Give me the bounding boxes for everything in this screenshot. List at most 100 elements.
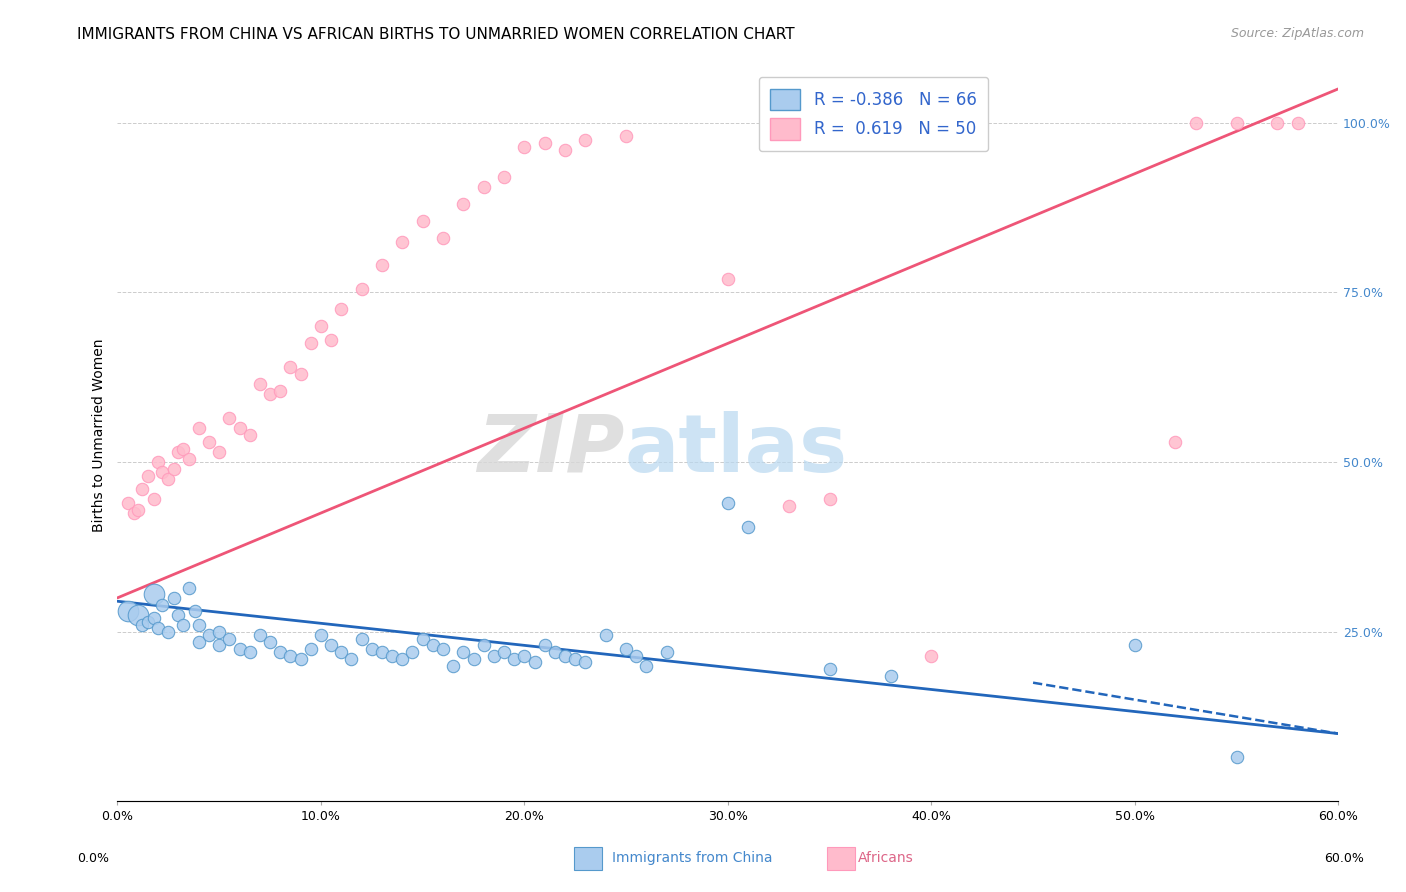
Point: [177, 581, 200, 595]
Point: [122, 506, 145, 520]
Point: [163, 591, 186, 605]
Point: [381, 648, 404, 663]
Point: [187, 618, 209, 632]
Point: [239, 428, 262, 442]
Text: Source: ZipAtlas.com: Source: ZipAtlas.com: [1230, 27, 1364, 40]
Point: [360, 641, 382, 656]
Point: [391, 652, 413, 666]
Point: [198, 628, 221, 642]
Text: 60.0%: 60.0%: [1324, 852, 1364, 864]
Point: [208, 624, 231, 639]
Text: Africans: Africans: [858, 851, 914, 865]
Point: [131, 618, 153, 632]
Point: [818, 662, 841, 676]
Point: [319, 639, 342, 653]
Point: [717, 272, 740, 286]
Point: [1225, 750, 1247, 764]
Point: [157, 472, 180, 486]
Point: [136, 615, 159, 629]
Point: [198, 434, 221, 449]
Point: [167, 607, 190, 622]
Point: [564, 652, 586, 666]
Point: [350, 632, 373, 646]
Text: IMMIGRANTS FROM CHINA VS AFRICAN BIRTHS TO UNMARRIED WOMEN CORRELATION CHART: IMMIGRANTS FROM CHINA VS AFRICAN BIRTHS …: [77, 27, 794, 42]
Point: [1185, 116, 1208, 130]
Point: [879, 669, 901, 683]
Point: [350, 282, 373, 296]
Point: [513, 648, 536, 663]
Point: [259, 387, 281, 401]
Point: [249, 377, 271, 392]
Point: [319, 333, 342, 347]
Point: [290, 367, 312, 381]
Point: [482, 648, 505, 663]
Point: [513, 139, 536, 153]
Point: [330, 645, 353, 659]
Point: [157, 624, 180, 639]
Point: [737, 519, 759, 533]
Point: [432, 231, 454, 245]
Point: [818, 492, 841, 507]
Point: [533, 136, 555, 151]
Point: [127, 607, 149, 622]
Point: [391, 235, 413, 249]
Point: [299, 336, 322, 351]
Point: [636, 658, 658, 673]
Point: [371, 645, 394, 659]
Point: [249, 628, 271, 642]
Point: [146, 621, 169, 635]
Point: [1265, 116, 1288, 130]
Point: [441, 658, 464, 673]
Point: [187, 421, 209, 435]
Point: [290, 652, 312, 666]
Point: [492, 170, 515, 185]
Legend: R = -0.386   N = 66, R =  0.619   N = 50: R = -0.386 N = 66, R = 0.619 N = 50: [759, 77, 988, 152]
Point: [401, 645, 423, 659]
Point: [269, 384, 291, 398]
Point: [533, 639, 555, 653]
Text: ZIP: ZIP: [477, 410, 624, 489]
Point: [371, 258, 394, 272]
Point: [492, 645, 515, 659]
Point: [472, 639, 495, 653]
Point: [117, 604, 139, 618]
Point: [187, 635, 209, 649]
Point: [239, 645, 262, 659]
Point: [1123, 639, 1146, 653]
Point: [595, 628, 617, 642]
Point: [574, 133, 596, 147]
Point: [163, 462, 186, 476]
Point: [143, 611, 166, 625]
Y-axis label: Births to Unmarried Women: Births to Unmarried Women: [93, 338, 107, 532]
Point: [614, 641, 637, 656]
Text: Immigrants from China: Immigrants from China: [612, 851, 772, 865]
Point: [432, 641, 454, 656]
Point: [1164, 434, 1187, 449]
Point: [523, 656, 546, 670]
Point: [453, 645, 475, 659]
Point: [208, 445, 231, 459]
Point: [422, 639, 444, 653]
Point: [127, 502, 149, 516]
Point: [228, 641, 250, 656]
Point: [574, 656, 596, 670]
Point: [309, 628, 332, 642]
Point: [330, 302, 353, 317]
Text: 0.0%: 0.0%: [77, 852, 110, 864]
Point: [463, 652, 485, 666]
Point: [228, 421, 250, 435]
Point: [280, 648, 302, 663]
Point: [172, 442, 194, 456]
Point: [1225, 116, 1247, 130]
Point: [167, 445, 190, 459]
Point: [143, 492, 166, 507]
Point: [412, 214, 434, 228]
Point: [614, 129, 637, 144]
Point: [920, 648, 942, 663]
Point: [177, 451, 200, 466]
Point: [626, 648, 648, 663]
Point: [150, 598, 173, 612]
Point: [184, 604, 207, 618]
Point: [778, 500, 800, 514]
Point: [453, 197, 475, 211]
